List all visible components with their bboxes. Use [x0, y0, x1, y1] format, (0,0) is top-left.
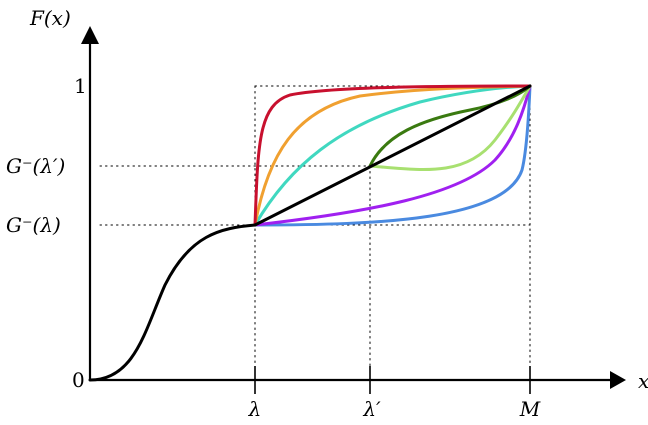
x-tick-lambda-prime: λ′ [362, 397, 381, 421]
dark-green-curve [368, 84, 532, 168]
light-green-curve [368, 84, 532, 172]
axes [88, 42, 615, 382]
turquoise-curve [253, 84, 532, 227]
y-tick-one: 1 [74, 74, 87, 98]
y-axis-arrowhead [81, 26, 99, 44]
diagonal-line [253, 84, 532, 227]
x-tick-lambda: λ [248, 397, 262, 421]
base-cdf-curve [88, 223, 257, 382]
guide-lines [99, 85, 531, 381]
violet-curve [253, 84, 532, 227]
y-tick-g-lambda: G⁻(λ) [6, 213, 61, 237]
crimson-curve [253, 84, 532, 227]
blue-curve [253, 84, 532, 227]
curve-family [253, 84, 532, 227]
x-axis-label: x [638, 369, 648, 393]
x-tick-marks [254, 366, 531, 394]
x-axis-arrowhead [610, 371, 626, 389]
y-axis-label: F(x) [29, 6, 71, 30]
x-tick-m: M [519, 397, 541, 421]
y-tick-zero: 0 [72, 368, 85, 392]
y-tick-g-lambda-prime: G⁻(λ′) [6, 154, 65, 178]
